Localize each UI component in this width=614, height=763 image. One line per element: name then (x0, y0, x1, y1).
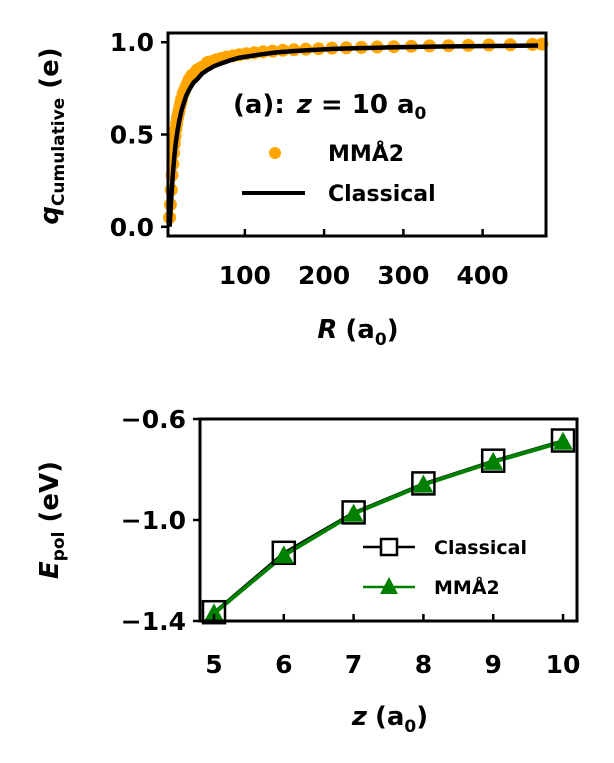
x-axis-subscript: 0 (404, 717, 416, 737)
panel-b-polarization-energy: 5 6 7 8 9 10 −1.4 −1.0 −0.6 Classical MMÅ2 z (a0)… (35, 405, 580, 737)
mma2-point (483, 451, 504, 470)
y-axis-variable: E (35, 561, 65, 579)
x-tick-label: 7 (345, 650, 362, 679)
mma2-point (273, 545, 294, 564)
legend-classical-marker (379, 537, 399, 557)
x-axis-unit: (a (375, 702, 404, 732)
x-axis-close: ) (416, 702, 428, 732)
mma2-point (413, 474, 434, 493)
y-tick-label: 1.0 (110, 28, 154, 57)
x-axis-variable: z (351, 702, 368, 732)
y-axis-unit: (e) (35, 47, 65, 97)
mma2-point (343, 503, 364, 522)
x-axis-subscript: 0 (375, 330, 387, 350)
y-tick-label: −0.6 (121, 405, 186, 434)
x-axis-close: ) (387, 315, 399, 345)
y-axis-subscript: Cumulative (49, 98, 69, 206)
panel-a-ticks: 100 200 300 400 0.0 0.5 1.0 (110, 28, 509, 290)
legend-classical-label: Classical (328, 182, 436, 207)
panel-a-x-axis-label: R (a0) (317, 315, 398, 350)
annotation-separator: : (274, 90, 284, 120)
panel-b-legend: Classical MMÅ2 (363, 537, 527, 599)
legend-mma2-marker (269, 147, 281, 159)
panel-b-y-axis-label: Epol (eV) (35, 461, 69, 579)
y-tick-label: 0.5 (110, 121, 154, 150)
panel-a-y-axis-label: qCumulative (e) (35, 47, 69, 224)
mma2-point (553, 431, 573, 450)
legend-mma2-label: MMÅ2 (328, 141, 404, 167)
y-tick-label: 0.0 (110, 213, 154, 242)
classical-point (341, 500, 366, 525)
classical-point (271, 540, 297, 566)
x-tick-label: 10 (546, 650, 581, 679)
classical-point (550, 428, 576, 453)
y-tick-label: −1.4 (121, 607, 186, 636)
annotation-subscript: 0 (415, 104, 427, 124)
panel-b-marks (201, 428, 576, 625)
panel-a-marks (163, 37, 549, 227)
x-tick-label: 200 (298, 261, 350, 290)
panel-b-ticks: 5 6 7 8 9 10 −1.4 −1.0 −0.6 (121, 405, 581, 679)
panel-a-annotation: (a): z = 10 a0 (233, 90, 427, 124)
classical-point (201, 599, 227, 625)
x-tick-label: 6 (275, 650, 292, 679)
x-axis-variable: R (317, 315, 337, 345)
mma2-point (204, 603, 224, 622)
classical-point (411, 471, 436, 496)
x-tick-label: 300 (377, 261, 429, 290)
panel-b-x-axis-label: z (a0) (351, 702, 428, 737)
annotation-variable: z (296, 90, 313, 120)
y-axis-variable: q (35, 206, 65, 225)
y-tick-label: −1.0 (121, 506, 186, 535)
y-axis-subscript: pol (49, 532, 69, 562)
annotation-label: (a) (233, 90, 274, 120)
legend-mma2-marker (380, 577, 398, 594)
x-tick-label: 400 (457, 261, 509, 290)
x-tick-label: 100 (219, 261, 271, 290)
x-tick-label: 9 (485, 650, 502, 679)
x-tick-label: 5 (205, 650, 222, 679)
x-axis-unit: (a (345, 315, 374, 345)
panel-a-legend: MMÅ2 Classical (242, 141, 436, 207)
classical-point (480, 448, 506, 473)
legend-mma2-label: MMÅ2 (434, 575, 500, 599)
classical-line (167, 43, 539, 227)
annotation-equation: = 10 a (312, 90, 415, 120)
legend-classical-label: Classical (434, 537, 527, 559)
x-tick-label: 8 (415, 650, 432, 679)
y-axis-unit: (eV) (35, 461, 65, 532)
